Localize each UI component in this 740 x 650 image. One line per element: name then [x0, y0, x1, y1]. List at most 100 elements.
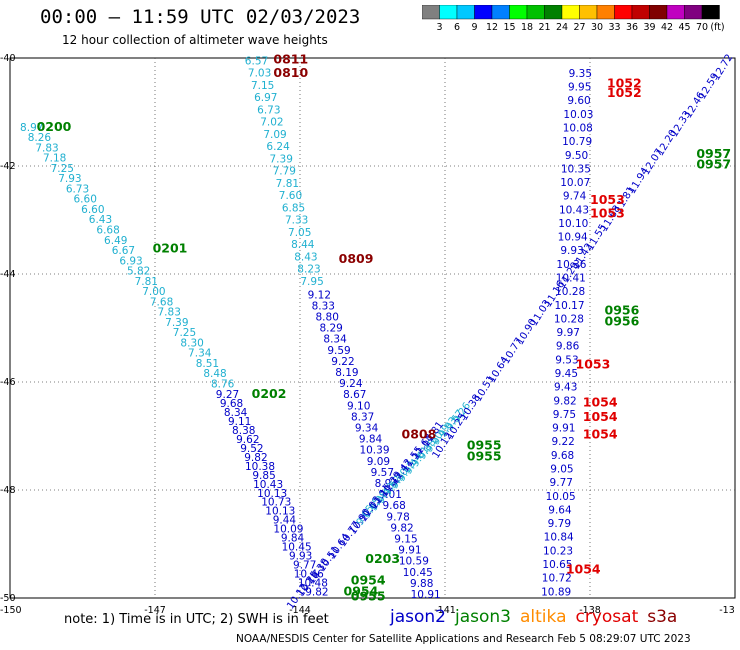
swh-value: 10.43 [253, 479, 283, 491]
page-title: 00:00 – 11:59 UTC 02/03/2023 [40, 6, 361, 28]
swh-value: 9.27 [216, 389, 239, 401]
swh-value: 9.01 [379, 489, 402, 501]
swh-value: 10.13 [265, 506, 295, 518]
swh-value: 10.36 [556, 259, 586, 271]
swh-value: 7.25 [173, 327, 196, 339]
lat-tick-label: -40 [0, 53, 16, 64]
swh-value: 7.39 [165, 317, 188, 329]
satellite-s3a: s3a [647, 607, 678, 627]
swh-value: 9.12 [308, 289, 331, 301]
swh-value: 7.79 [273, 166, 296, 178]
swh-value: 8.38 [232, 425, 255, 437]
swh-value: 7.95 [300, 276, 323, 288]
swh-value: 8.67 [343, 389, 366, 401]
note-text: note: 1) Time is in UTC; 2) SWH is in fe… [64, 612, 329, 627]
swh-value: 8.26 [28, 132, 52, 144]
swh-value: 10.03 [563, 109, 593, 121]
swh-value: 9.68 [382, 500, 405, 512]
swh-value: 9.24 [339, 378, 363, 390]
swh-value: 6.85 [282, 202, 305, 214]
swh-value: 6.49 [104, 235, 127, 247]
swh-value: 6.57 [245, 55, 268, 67]
swh-value: 8.76 [211, 378, 235, 390]
lon-tick-label: -147 [144, 605, 166, 616]
swh-value: 10.35 [561, 163, 591, 175]
swh-value: 10.13 [257, 488, 287, 500]
time-label: 1052 [607, 76, 642, 91]
swh-value: 10.94 [558, 232, 588, 244]
swh-value: 10.07 [560, 177, 590, 189]
swh-value: 10.91 [411, 589, 441, 601]
swh-value: 8.33 [312, 300, 335, 312]
swh-value: 9.05 [550, 464, 573, 476]
lat-tick-label: -44 [0, 269, 16, 280]
swh-value: 9.68 [551, 450, 574, 462]
time-label: 0955 [351, 589, 386, 604]
page-subtitle: 12 hour collection of altimeter wave hei… [62, 33, 328, 47]
swh-value: 9.85 [252, 470, 275, 482]
swh-value: 7.18 [43, 153, 66, 165]
swh-value: 8.43 [294, 251, 317, 263]
swh-value: 10.84 [544, 532, 574, 544]
time-label: 0808 [402, 427, 437, 442]
time-label: 1053 [576, 357, 611, 372]
colorbar-label: 9 [471, 22, 477, 33]
satellite-altika: altika [520, 607, 567, 627]
time-label: 0809 [339, 251, 374, 266]
swh-value: 7.68 [150, 296, 173, 308]
swh-value: 9.84 [281, 533, 305, 545]
swh-value: 7.00 [142, 286, 165, 298]
swh-value: 8.97 [20, 122, 43, 134]
swh-value: 10.79 [562, 136, 592, 148]
satellite-legend: jason2 jason3 altika cryosat s3a [390, 607, 686, 627]
swh-value: 9.95 [568, 82, 591, 94]
swh-value: 7.02 [260, 117, 283, 129]
swh-value: 8.30 [180, 337, 203, 349]
swh-value: 10.17 [554, 300, 584, 312]
satellite-cryosat: cryosat [575, 607, 639, 627]
swh-value: 7.60 [279, 190, 302, 202]
time-label: 0202 [252, 386, 287, 401]
swh-value: 9.93 [560, 245, 583, 257]
swh-value: 10.28 [554, 313, 584, 325]
swh-value: 9.35 [569, 68, 592, 80]
swh-value: 10.89 [541, 586, 571, 598]
swh-value: 9.68 [220, 398, 243, 410]
swh-value: 6.68 [96, 225, 119, 237]
time-label: 1052 [607, 85, 642, 100]
swh-value: 8.23 [297, 264, 320, 276]
swh-value: 8.34 [224, 407, 248, 419]
time-label: 1053 [590, 205, 625, 220]
colorbar-label: 36 [626, 22, 638, 33]
swh-value: 6.97 [254, 92, 277, 104]
time-label: 0957 [696, 157, 731, 172]
swh-value: 9.44 [273, 515, 297, 527]
lon-tick-label: -141 [434, 605, 456, 616]
lat-tick-label: -48 [0, 485, 16, 496]
swh-value: 10.41 [556, 273, 586, 285]
swh-value: 10.09 [273, 524, 303, 536]
swh-value: 9.84 [359, 434, 383, 446]
swh-value: 7.09 [263, 129, 286, 141]
swh-value: 7.33 [285, 215, 308, 227]
time-label: 0200 [37, 119, 72, 134]
swh-value: 10.23 [543, 545, 573, 557]
swh-value: 9.75 [553, 409, 576, 421]
swh-value: 6.67 [112, 245, 135, 257]
lat-tick-label: -46 [0, 377, 16, 388]
time-label: 1053 [590, 192, 625, 207]
colorbar-label: 27 [573, 22, 585, 33]
swh-value: 6.60 [81, 204, 104, 216]
time-label: 0954 [351, 573, 386, 588]
swh-value: 9.11 [228, 416, 251, 428]
swh-value: 10.48 [298, 577, 328, 589]
swh-value: 9.59 [327, 345, 350, 357]
colorbar-label: 15 [503, 22, 515, 33]
time-label: 0956 [605, 313, 640, 328]
swh-value: 9.86 [556, 341, 580, 353]
colorbar-label: 42 [661, 22, 673, 33]
swh-value: 8.80 [316, 312, 339, 324]
swh-value: 9.22 [331, 356, 354, 368]
swh-value: 7.05 [288, 227, 311, 239]
